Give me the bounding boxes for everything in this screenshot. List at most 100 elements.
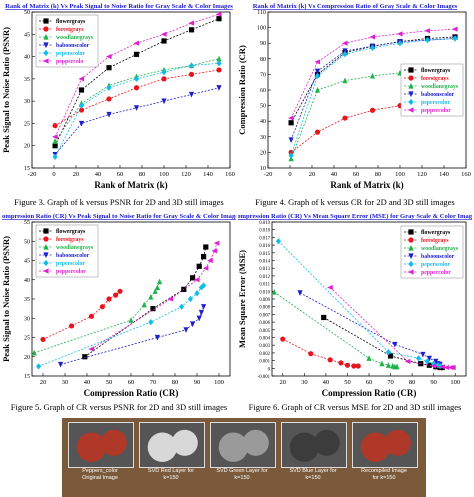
- y-tick-label: 0.016: [259, 244, 270, 249]
- legend-label-peperscolor: peperscolor: [56, 51, 85, 57]
- data-point-flowergrays: [201, 254, 207, 260]
- data-point-forestgrays: [88, 313, 94, 319]
- y-tick-label: 50: [24, 239, 30, 245]
- data-point-baboonscolor: [201, 304, 207, 310]
- legend-marker-woodlanegrays: [43, 33, 49, 40]
- data-point-forestgrays: [133, 85, 140, 91]
- data-point-peppercolor: [341, 40, 348, 46]
- y-tick-label: 0.015: [259, 252, 270, 257]
- data-point-woodlanegrays: [152, 288, 158, 294]
- y-tick-label: 25: [24, 121, 30, 127]
- data-point-baboonscolor: [183, 327, 189, 333]
- x-tick-label: 60: [117, 171, 124, 178]
- x-tick-label: 30: [301, 379, 308, 386]
- data-point-peppercolor: [213, 240, 220, 246]
- data-point-baboonscolor: [426, 355, 432, 362]
- gallery-caption: SVD Red Layer for k=150: [147, 468, 195, 481]
- data-point-peperscolor: [369, 44, 376, 51]
- x-tick-label: 100: [450, 379, 460, 386]
- legend-marker-baboonscolor: [408, 91, 414, 98]
- data-point-peppercolor: [443, 364, 450, 371]
- y-tick-label: 70: [260, 72, 266, 78]
- y-tick-label: 45: [24, 259, 30, 265]
- y-tick-label: 50: [260, 104, 266, 110]
- x-tick-label: 0: [288, 171, 291, 178]
- data-point-baboonscolor: [198, 309, 204, 316]
- x-axis-label: Rank of Matrix (k): [330, 180, 403, 190]
- legend-marker-woodlanegrays: [43, 243, 49, 250]
- data-point-peppercolor: [369, 34, 376, 40]
- x-axis-label: Rank of Matrix (k): [94, 180, 167, 190]
- data-point-forestgrays: [113, 292, 119, 298]
- data-point-forestgrays: [161, 76, 167, 82]
- data-point-peppercolor: [430, 363, 437, 369]
- data-point-flowergrays: [106, 65, 112, 71]
- legend-label-flowergrays: flowergrays: [421, 230, 451, 236]
- image-gallery: Peppers_color Original Image SVD Red Laye…: [62, 418, 426, 497]
- data-point-baboonscolor: [190, 321, 196, 328]
- x-tick-label: 140: [203, 171, 213, 178]
- legend-label-peperscolor: peperscolor: [421, 100, 450, 106]
- data-point-flowergrays: [82, 354, 88, 360]
- data-point-woodlanegrays: [141, 301, 147, 308]
- data-point-woodlanegrays: [342, 77, 348, 84]
- x-tick-label: 100: [159, 171, 169, 178]
- x-tick-label: -20: [28, 171, 37, 178]
- x-tick-label: 40: [95, 171, 102, 178]
- y-tick-label: 10: [260, 166, 266, 172]
- x-tick-label: 160: [225, 171, 235, 178]
- y-tick-label: 55: [24, 220, 30, 226]
- data-point-peppercolor: [193, 277, 200, 283]
- legend-marker-baboonscolor: [43, 252, 49, 259]
- legend-label-peppercolor: peppercolor: [421, 270, 451, 276]
- y-tick-label: 35: [24, 297, 30, 303]
- gallery-image-blue-layer: [281, 422, 347, 468]
- y-tick-label: 35: [24, 77, 30, 83]
- data-point-forestgrays: [338, 360, 344, 366]
- y-tick-label: 30: [24, 99, 30, 105]
- legend-label-baboonscolor: baboonscolor: [421, 254, 455, 260]
- x-tick-label: 80: [172, 379, 179, 386]
- data-point-baboonscolor: [216, 85, 222, 91]
- x-tick-label: 120: [417, 171, 427, 178]
- legend-marker-peperscolor: [43, 259, 49, 267]
- y-tick-label: 50: [24, 10, 30, 16]
- data-point-peppercolor: [327, 284, 333, 291]
- data-point-forestgrays: [106, 96, 112, 102]
- figure-3-caption: Figure 3. Graph of k versus PSNR for 2D …: [14, 197, 224, 207]
- x-tick-label: 20: [73, 171, 80, 178]
- x-tick-label: 90: [194, 379, 201, 386]
- data-point-flowergrays: [216, 16, 222, 22]
- x-tick-label: 0: [52, 171, 55, 178]
- y-tick-label: 110: [257, 10, 266, 16]
- y-tick-label: 60: [260, 88, 266, 94]
- chart-panel-cr-vs-psnr: Compression Ratio (CR) Vs Peak Signal to…: [0, 210, 241, 400]
- data-point-peppercolor: [404, 358, 411, 364]
- y-axis-label: Compression Ratio (CR): [238, 45, 247, 135]
- data-point-woodlanegrays: [394, 363, 400, 370]
- y-tick-label: 40: [24, 55, 30, 61]
- data-point-flowergrays: [190, 275, 196, 281]
- data-point-peperscolor: [52, 153, 58, 160]
- legend-label-peperscolor: peperscolor: [56, 261, 85, 267]
- data-point-peppercolo: [160, 31, 167, 37]
- data-point-flowergrays: [188, 27, 195, 33]
- x-tick-label: 50: [344, 379, 351, 386]
- y-axis-label: Mean Square Error (MSE): [238, 250, 247, 348]
- y-tick-label: 90: [260, 41, 266, 47]
- legend-marker-peppercolor: [407, 107, 414, 113]
- data-point-peppercolo: [188, 20, 195, 26]
- data-point-peperscolor: [424, 36, 431, 44]
- data-point-peppercolor: [451, 26, 458, 32]
- data-point-baboonscolor: [161, 98, 167, 105]
- y-tick-label: 0.009: [259, 298, 270, 303]
- chart-title: Rank of Matrix (k) Vs Peak Signal to Noi…: [5, 3, 233, 10]
- chart-panel-cr-vs-mse: Compression Ratio (CR) Vs Mean Square Er…: [232, 210, 474, 400]
- data-point-peppercolor: [202, 265, 209, 271]
- data-point-forestgrays: [188, 71, 195, 77]
- data-point-woodlanegrays: [52, 138, 58, 144]
- x-tick-label: 160: [461, 171, 471, 178]
- data-point-woodlanegrays: [128, 317, 134, 323]
- y-tick-label: 0.010: [259, 290, 270, 295]
- legend-label-peppercolor: peppercolor: [56, 269, 86, 275]
